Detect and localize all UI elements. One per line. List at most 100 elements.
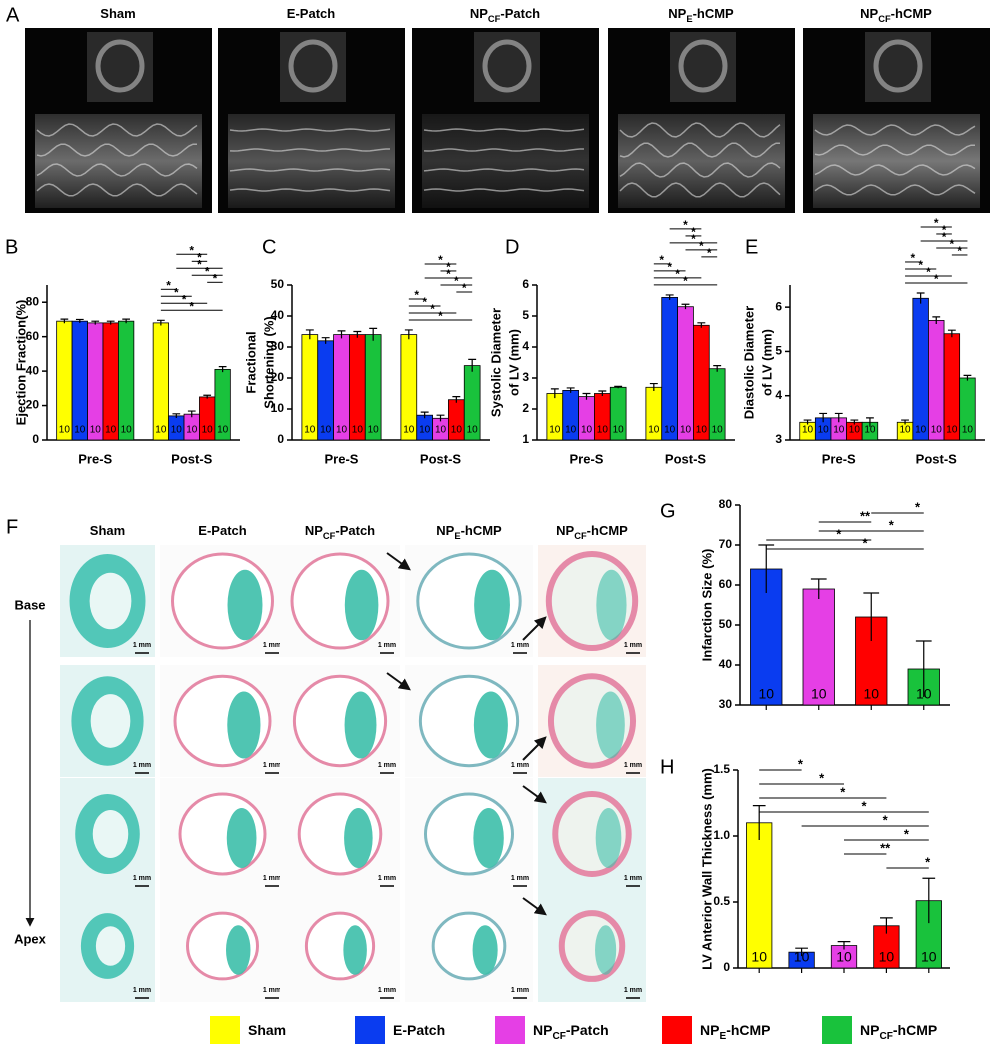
x-tick-label: Pre-S (78, 451, 112, 466)
scale-label: 1 mm (133, 987, 151, 994)
scale-label: 1 mm (511, 875, 529, 882)
m-mode-trace (36, 143, 198, 157)
y-tick-label: 40 (26, 363, 40, 377)
significance-label: * (675, 267, 680, 281)
section-septum (227, 569, 263, 641)
y-axis-label: Infarction Size (%) (699, 549, 714, 662)
legend-label-part: CF (879, 1031, 892, 1042)
image-title-part: CF (878, 14, 891, 24)
error-bar (91, 320, 100, 325)
m-mode-trace (619, 142, 781, 158)
error-bar (752, 805, 766, 840)
y-tick-label: 40 (271, 308, 285, 322)
significance-label: * (422, 295, 427, 309)
y-tick-label: 10 (271, 401, 285, 415)
section-lumen (90, 694, 131, 748)
y-axis-label: Ejection Fraction(%) (13, 300, 28, 426)
y-tick-label: 70 (719, 537, 733, 551)
error-bar (404, 329, 413, 340)
section-title-part: NP (436, 523, 454, 538)
section-title: E-Patch (198, 523, 246, 538)
section-title: NPCF-Patch (305, 523, 375, 541)
section-title-part: Sham (90, 523, 125, 538)
legend-label-part: E (719, 1031, 726, 1042)
error-bar (863, 592, 880, 641)
error-bar (353, 330, 362, 338)
echo-heart (95, 39, 145, 93)
panel-label: D (505, 236, 519, 258)
x-tick-label: Pre-S (570, 451, 604, 466)
significance-label: * (454, 274, 459, 288)
n-label: 10 (864, 425, 876, 436)
n-label: 10 (74, 425, 86, 436)
panel-label: F (6, 516, 18, 538)
error-bar (60, 318, 69, 324)
x-tick-label: Pre-S (822, 451, 856, 466)
legend-label-part: -hCMP (893, 1022, 937, 1038)
section-septum (596, 691, 625, 759)
y-tick-label: 1.5 (713, 762, 730, 776)
image-title-part: E (686, 14, 692, 24)
n-label: 10 (899, 425, 911, 436)
panel-label: C (262, 236, 276, 258)
y-tick-label: 6 (522, 277, 529, 291)
echo-heart (288, 39, 338, 93)
n-label: 10 (664, 425, 676, 436)
scale-label: 1 mm (378, 875, 396, 882)
error-bar (915, 640, 932, 697)
scale-label: 1 mm (624, 987, 642, 994)
x-tick-label: Post-S (420, 451, 462, 466)
significance-label: * (957, 244, 962, 258)
legend-swatch (822, 1016, 852, 1044)
error-bar (157, 319, 165, 326)
error-bar (75, 318, 84, 323)
m-mode-trace (423, 168, 585, 172)
significance-label: * (926, 265, 931, 279)
section-title-part: -Patch (335, 523, 375, 538)
error-bar (187, 410, 196, 418)
significance-label: * (942, 230, 947, 244)
n-label: 10 (171, 425, 183, 436)
section-septum (474, 569, 510, 641)
error-bar (795, 947, 808, 957)
section-septum (344, 808, 373, 868)
error-bar (172, 413, 181, 418)
row-label: Apex (14, 931, 47, 946)
significance-label: * (213, 271, 218, 285)
significance-label: * (836, 526, 842, 541)
scale-label: 1 mm (511, 642, 529, 649)
error-bar (321, 337, 330, 344)
echo-heart (482, 39, 532, 93)
y-tick-label: 1 (522, 432, 529, 446)
y-tick-label: 2 (522, 401, 529, 415)
y-tick-label: 80 (26, 294, 40, 308)
m-mode (422, 114, 589, 208)
section-title: NPE-hCMP (436, 523, 502, 541)
section-lumen (95, 926, 126, 966)
error-bar (305, 329, 314, 340)
image-title: Sham (100, 6, 135, 21)
significance-label: * (659, 253, 664, 267)
bar (693, 324, 710, 441)
significance-label: * (819, 770, 825, 785)
m-mode-trace (814, 184, 976, 196)
error-bar (803, 419, 812, 425)
error-bar (697, 322, 706, 328)
section-septum (226, 808, 257, 868)
image-title-part: E-Patch (287, 6, 335, 21)
row-label: Base (14, 597, 45, 612)
scale-label: 1 mm (511, 987, 529, 994)
legend-swatch (662, 1016, 692, 1044)
error-bar (468, 358, 477, 372)
m-mode-trace (229, 128, 391, 132)
error-bar (369, 327, 378, 341)
m-mode-trace (36, 163, 198, 177)
error-bar (218, 366, 227, 373)
legend-label-part: -Patch (566, 1022, 609, 1038)
error-bar (932, 316, 941, 324)
scale-label: 1 mm (624, 642, 642, 649)
section-septum (595, 925, 617, 975)
y-tick-label: 80 (719, 497, 733, 511)
n-label: 10 (879, 949, 895, 965)
scale-label: 1 mm (511, 762, 529, 769)
